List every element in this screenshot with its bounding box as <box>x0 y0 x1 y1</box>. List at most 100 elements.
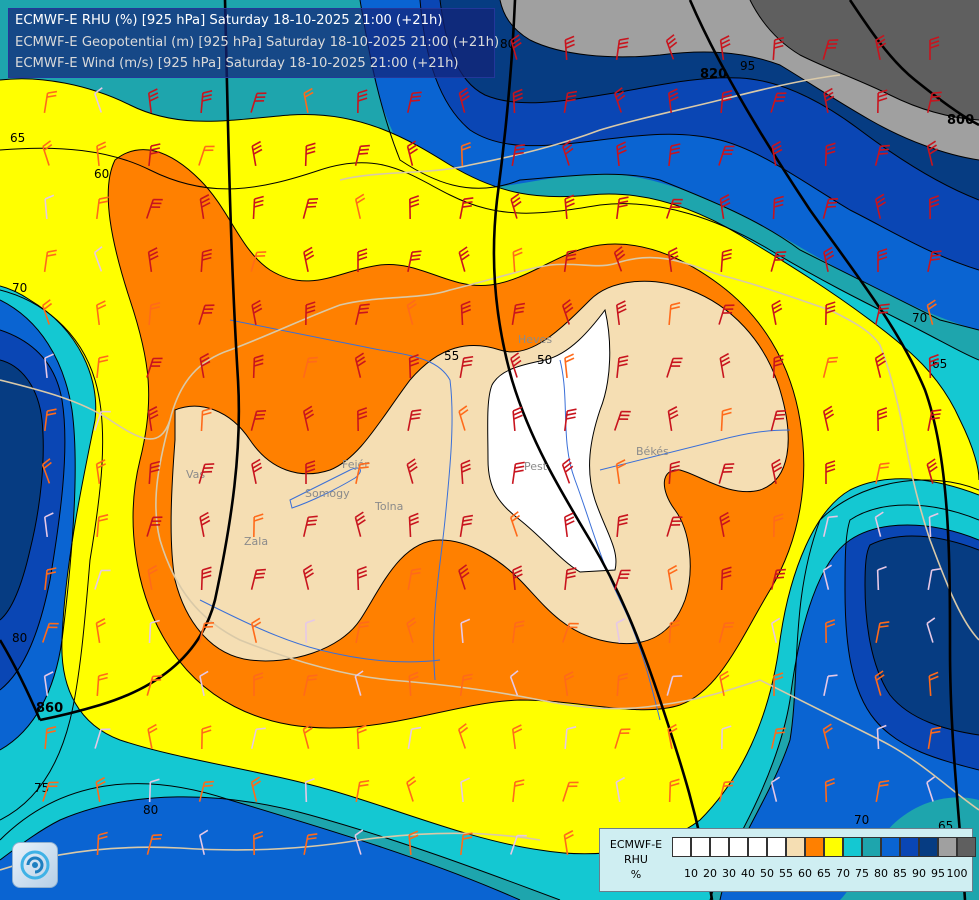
legend-tick-label: 50 <box>760 867 774 880</box>
wind-barb-icon <box>148 778 160 803</box>
title-rhu: ECMWF-E RHU (%) [925 hPa] Saturday 18-10… <box>15 13 443 28</box>
wind-barb-icon <box>201 725 212 750</box>
wind-barb-icon <box>614 728 631 749</box>
geo-contour-east <box>688 0 967 900</box>
wind-barb-icon <box>823 674 838 696</box>
wind-barb-icon <box>94 569 111 590</box>
label-tolna: Tolna <box>374 500 403 513</box>
wind-barb-icon <box>720 90 733 114</box>
title-geopotential: ECMWF-E Geopotential (m) [925 hPa] Satur… <box>15 35 500 50</box>
wind-barb-icon <box>406 617 417 643</box>
wind-barb-icon <box>928 671 939 697</box>
contour-65 <box>0 78 979 481</box>
legend-tick-label: 65 <box>817 867 831 880</box>
wind-barb-icon <box>356 724 367 750</box>
wind-barb-icon <box>667 406 679 432</box>
wind-barb-icon <box>511 143 526 166</box>
wind-barb-icon <box>304 142 316 167</box>
wind-barb-icon <box>718 463 735 484</box>
wind-barb-icon <box>772 36 785 61</box>
wind-barb-icon <box>250 92 267 113</box>
wind-barb-icon <box>770 409 787 431</box>
wind-barb-icon <box>822 564 833 590</box>
wind-barb-icon <box>303 833 318 855</box>
wind-barb-icon <box>564 353 575 379</box>
wind-barb-icon <box>875 34 887 60</box>
wind-barb-icon <box>357 248 368 272</box>
wind-barb-icon <box>200 90 213 114</box>
legend-tick-label: 95 <box>931 867 945 880</box>
wind-barb-icon <box>457 723 469 749</box>
legend-swatch <box>786 837 805 857</box>
wind-barb-icon <box>928 353 940 379</box>
wind-barb-icon <box>250 251 267 272</box>
wind-barb-icon <box>458 405 469 431</box>
wind-barb-icon <box>772 354 784 379</box>
wind-barb-icon <box>770 617 781 643</box>
wind-barb-icon <box>562 140 574 166</box>
label-rhu-70-bottomright: 70 <box>854 813 869 827</box>
wind-barb-icon <box>773 513 784 538</box>
wind-barb-icon <box>43 512 54 538</box>
rhu-90-region-west <box>0 360 44 620</box>
wind-barb-icon <box>44 567 57 591</box>
wind-barb-icon <box>719 511 731 537</box>
legend-tick-label: 40 <box>741 867 755 880</box>
wind-barb-icon <box>512 406 523 432</box>
wind-barb-icon <box>354 670 364 696</box>
wind-barb-icon <box>357 407 368 432</box>
wind-barb-icon <box>926 140 938 166</box>
wind-barb-icon <box>147 247 159 273</box>
wind-barb-icon <box>459 197 474 219</box>
label-rhu-95-topright: 95 <box>740 59 755 73</box>
contour-100 <box>749 0 979 121</box>
legend-swatch <box>881 837 900 857</box>
border-country <box>169 256 979 641</box>
wind-barb-icon <box>772 195 784 220</box>
wind-barb-icon <box>198 621 215 643</box>
wind-barb-icon <box>927 250 942 272</box>
wind-barb-icon <box>822 723 833 749</box>
wind-barb-icon <box>250 568 266 590</box>
contour-80-west <box>0 289 104 821</box>
wind-barb-icon <box>199 194 211 220</box>
wind-barb-icon <box>148 619 160 644</box>
wind-barb-icon <box>93 410 111 431</box>
wind-barb-icon <box>408 671 419 697</box>
wind-barb-icon <box>43 671 54 697</box>
river-danube <box>229 319 453 681</box>
wind-barb-icon <box>250 409 267 431</box>
wind-barb-icon <box>148 302 161 326</box>
wind-barb-icon <box>460 300 472 326</box>
contour-labels: 65 60 70 55 50 80 95 70 65 75 80 70 65 8… <box>10 37 974 833</box>
wind-barb-icon <box>42 781 59 802</box>
wind-barb-icon <box>874 352 886 378</box>
wind-barb-icon <box>356 565 368 591</box>
contour-90-east <box>864 535 979 736</box>
wind-barb-icon <box>302 197 319 219</box>
legend-swatch <box>824 837 843 857</box>
wind-barb-icon <box>510 352 522 378</box>
wind-barb-icon <box>561 299 574 325</box>
wind-barb-icon <box>665 34 678 60</box>
wind-barb-icon <box>719 35 731 61</box>
wind-barb-icon <box>409 195 420 220</box>
wind-barb-icon <box>460 459 471 485</box>
wind-barb-icon <box>771 458 783 484</box>
contour-90-north <box>439 0 979 201</box>
wind-barb-icon <box>200 566 212 591</box>
legend-tick-label: 30 <box>722 867 736 880</box>
wind-barb-icon <box>666 675 683 696</box>
wind-barb-icon <box>95 618 106 644</box>
legend-swatch <box>919 837 938 857</box>
wind-barb-icon <box>928 512 939 538</box>
wind-barb-icon <box>875 462 890 484</box>
border-east-a <box>759 679 979 811</box>
wind-barb-icon <box>199 352 211 378</box>
wind-barb-icon <box>96 141 107 167</box>
contour-70 <box>0 147 979 361</box>
border-west-a <box>0 379 171 440</box>
wind-barb-icon <box>95 300 107 326</box>
wind-barb-icon <box>146 675 163 696</box>
